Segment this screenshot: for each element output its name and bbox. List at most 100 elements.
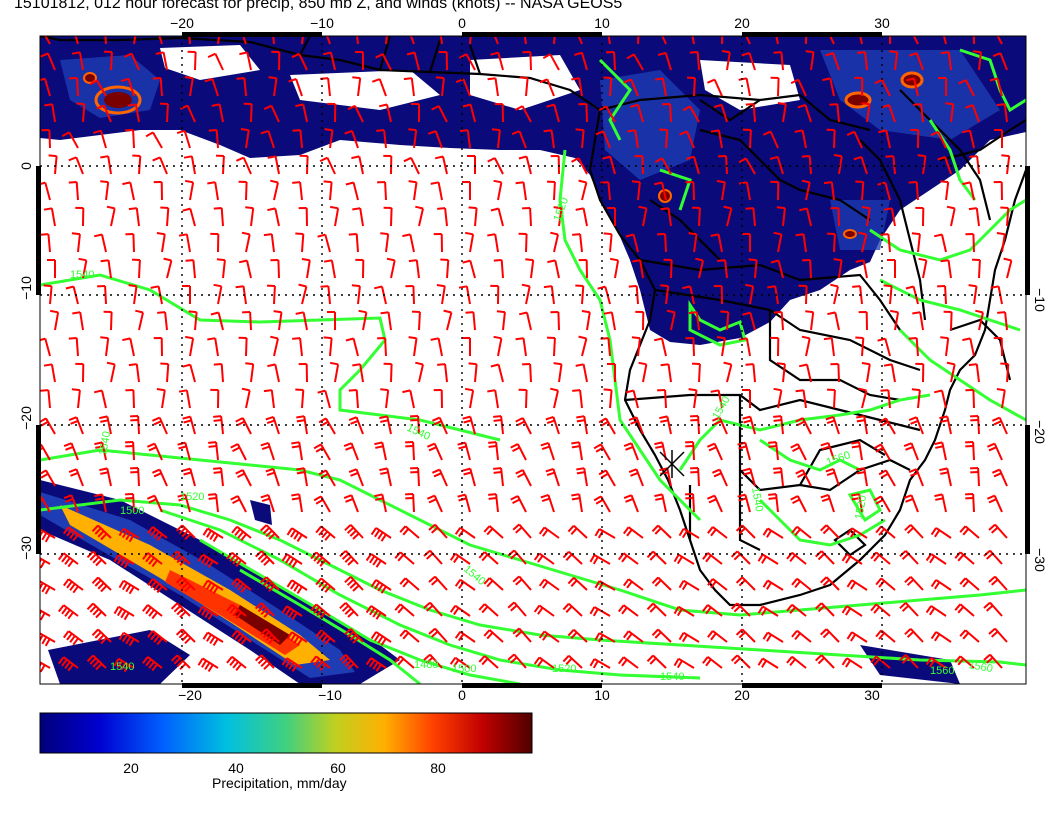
wind-barb xyxy=(138,259,141,279)
wind-barb xyxy=(529,363,532,383)
wind-barb xyxy=(47,53,56,71)
wind-barb-flag xyxy=(43,284,52,288)
lon-tick-label: 20 xyxy=(734,687,750,700)
wind-barb xyxy=(553,234,559,253)
wind-barb xyxy=(385,233,390,253)
wind-barb xyxy=(913,78,919,97)
map-title: 15101812, 012 hour forecast for precip, … xyxy=(14,0,623,12)
wind-barb xyxy=(104,285,107,305)
wind-barb-flag xyxy=(319,611,327,619)
wind-barb-flag xyxy=(795,389,804,393)
wind-barb xyxy=(712,526,728,539)
wind-barb-flag xyxy=(301,258,310,262)
wind-barb-flag xyxy=(857,51,866,54)
wind-barb xyxy=(350,442,359,461)
wind-barb xyxy=(138,155,142,175)
wind-barb-flag xyxy=(380,534,387,542)
wind-barb xyxy=(301,36,304,45)
wind-barb-flag xyxy=(397,658,405,666)
wind-barb-flag xyxy=(623,78,632,84)
wind-barb-flag xyxy=(201,660,207,668)
wind-barb-flag xyxy=(968,363,977,367)
wind-barb-flag xyxy=(48,154,57,158)
wind-barb-flag xyxy=(373,285,383,290)
wind-barb-flag xyxy=(542,633,549,641)
colorbar-tick-label: 20 xyxy=(123,760,139,776)
wind-barb-flag xyxy=(515,578,523,586)
wind-barb xyxy=(744,442,751,461)
wind-barb-flag xyxy=(34,28,41,32)
wind-barb-flag xyxy=(94,579,102,587)
wind-barb-flag xyxy=(791,630,798,638)
wind-barb-flag xyxy=(673,606,680,615)
wind-barb-flag xyxy=(899,654,907,662)
wind-barb-flag xyxy=(132,154,141,157)
wind-barb xyxy=(413,182,418,201)
wind-barb-flag xyxy=(706,442,716,448)
wind-barb-flag xyxy=(822,631,830,639)
wind-barb-flag xyxy=(768,445,777,448)
wind-barb-flag xyxy=(794,129,803,133)
wind-barb-flag xyxy=(858,387,867,392)
wind-barb-flag xyxy=(578,335,587,340)
wind-barb-flag xyxy=(512,498,521,504)
wind-barb-flag xyxy=(268,636,276,644)
wind-barb-flag xyxy=(542,529,549,537)
wind-barb xyxy=(518,575,532,591)
wind-barb-flag xyxy=(493,335,502,340)
wind-barb-flag xyxy=(406,51,415,56)
wind-barb xyxy=(45,417,56,435)
wind-barb-flag xyxy=(571,157,579,163)
wind-barb-flag xyxy=(292,337,301,340)
wind-barb-flag xyxy=(415,361,424,366)
wind-barb-flag xyxy=(925,657,932,666)
wind-barb-flag xyxy=(265,633,273,642)
wind-barb-flag xyxy=(710,233,719,237)
wind-barb xyxy=(805,338,811,357)
contour-label: 1540 xyxy=(749,486,765,512)
wind-barb xyxy=(118,553,135,565)
wind-barb-flag xyxy=(204,77,213,83)
wind-barb-flag xyxy=(801,155,810,158)
wind-barb-flag xyxy=(745,363,754,366)
wind-barb xyxy=(104,36,107,45)
wind-barb xyxy=(301,233,305,253)
wind-barb-flag xyxy=(959,525,967,533)
wind-barb xyxy=(707,656,723,669)
wind-barb-flag xyxy=(64,557,71,565)
wind-barb-flag xyxy=(315,446,324,453)
wind-barb-flag xyxy=(63,578,70,587)
wind-barb xyxy=(805,182,811,201)
wind-barb-flag xyxy=(43,363,53,367)
wind-barb-flag xyxy=(235,156,245,162)
wind-barb-flag xyxy=(339,654,347,662)
wind-barb-flag xyxy=(58,656,65,665)
wind-barb-flag xyxy=(86,654,94,662)
wind-barb xyxy=(522,338,527,357)
wind-barb-flag xyxy=(706,494,716,500)
wind-barb-flag xyxy=(178,445,187,450)
wind-barb-flag xyxy=(145,131,154,138)
wind-barb xyxy=(295,78,303,97)
wind-barb-flag xyxy=(94,441,103,446)
wind-barb-flag xyxy=(142,604,149,612)
wind-barb xyxy=(664,233,667,253)
wind-barb xyxy=(40,609,51,617)
wind-barb-flag xyxy=(175,628,184,636)
wind-barb xyxy=(236,443,247,461)
wind-barb-flag xyxy=(397,554,405,562)
wind-barb-flag xyxy=(540,493,549,499)
wind-barb-flag xyxy=(344,555,352,563)
wind-barb xyxy=(147,552,163,565)
wind-barb xyxy=(74,36,79,45)
wind-barb-flag xyxy=(762,527,769,536)
wind-barb xyxy=(820,654,835,669)
wind-barb xyxy=(581,130,585,149)
wind-barb xyxy=(241,417,252,435)
wind-barb xyxy=(434,627,448,643)
wind-barb-flag xyxy=(40,664,46,673)
wind-barb xyxy=(633,53,644,71)
wind-barb-flag xyxy=(291,445,300,449)
wind-barb-flag xyxy=(789,658,796,667)
wind-barb-flag xyxy=(100,155,109,159)
